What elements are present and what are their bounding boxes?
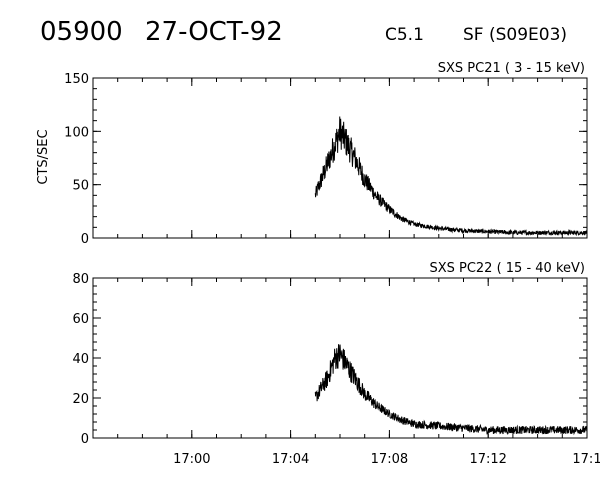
y-tick-label: 80 [72,272,89,287]
series-line [314,344,588,436]
x-tick-label: 17:08 [371,452,408,467]
panel-label: SXS PC21 ( 3 - 15 keV) [438,61,585,76]
series-line [314,116,588,237]
event-id: 05900 [40,17,123,47]
plot-frame [92,77,588,239]
flare-class: C5.1 [385,25,424,45]
y-tick-label: 60 [72,312,89,327]
y-tick-label: 150 [64,72,89,87]
x-tick-label: 17:1 [572,452,600,467]
x-tick-label: 17:04 [272,452,309,467]
flare-location: SF (S09E03) [463,25,567,45]
panel-label: SXS PC22 ( 15 - 40 keV) [429,261,585,276]
x-tick-label: 17:00 [173,452,210,467]
y-tick-label: 100 [64,125,89,140]
y-tick-label: 0 [81,432,89,447]
y-tick-label: 0 [81,232,89,247]
y-tick-label: 50 [72,179,89,194]
panel-pc22: SXS PC22 ( 15 - 40 keV) 0 20 40 60 80 17:00 17… [72,261,600,467]
y-tick-label: 40 [72,352,89,367]
y-axis-label: CTS/SEC [36,129,51,184]
x-tick-label: 17:12 [469,452,506,467]
event-date: 27-OCT-92 [145,17,283,47]
y-tick-label: 20 [72,392,89,407]
panel-pc21: SXS PC21 ( 3 - 15 keV) CTS/SEC 0 50 100 150 [36,61,588,247]
